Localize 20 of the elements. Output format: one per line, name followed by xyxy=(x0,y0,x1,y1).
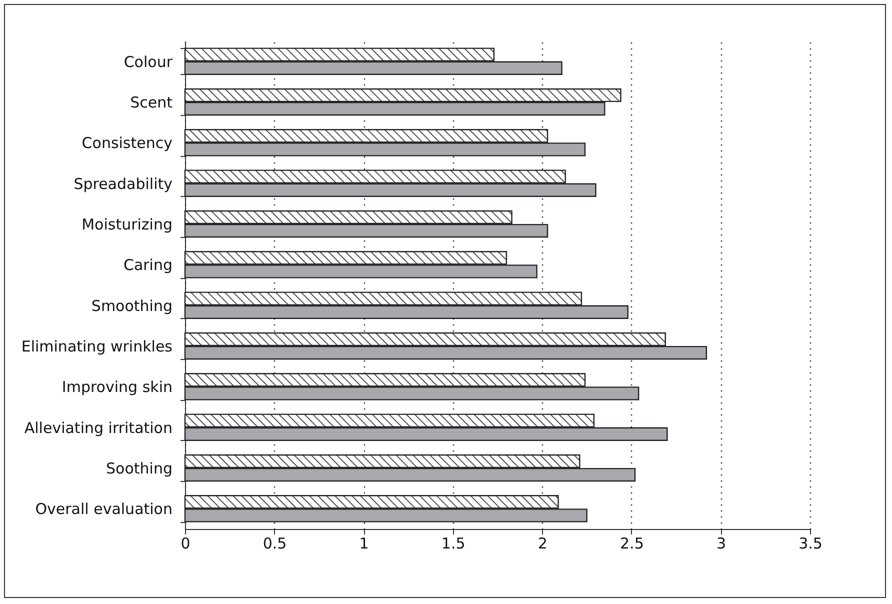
x-tick-label: 1 xyxy=(359,534,369,552)
x-tick-label: 3.5 xyxy=(798,534,822,552)
y-tick-label: Smoothing xyxy=(91,296,172,315)
y-tick-label: Consistency xyxy=(82,134,173,152)
y-tick-label: Spreadability xyxy=(74,174,173,193)
x-tick-label: 3 xyxy=(716,534,726,552)
y-tick-label: Alleviating irritation xyxy=(24,418,172,437)
x-tick-label: 2.5 xyxy=(620,534,644,552)
y-tick-label: Caring xyxy=(123,256,172,274)
y-tick-label: Eliminating wrinkles xyxy=(21,338,173,356)
y-tick-label: Scent xyxy=(130,94,173,112)
y-tick-label: Overall evaluation xyxy=(35,500,172,518)
y-tick-label: Moisturizing xyxy=(82,216,172,234)
y-tick-label: Soothing xyxy=(106,460,172,478)
x-tick-label: 0.5 xyxy=(262,534,287,552)
y-tick-label: Colour xyxy=(124,52,174,71)
x-tick-label: 0 xyxy=(180,534,190,552)
y-tick-label: Improving skin xyxy=(62,378,172,396)
x-tick-label: 2 xyxy=(538,534,548,552)
x-tick-label: 1.5 xyxy=(441,534,466,552)
